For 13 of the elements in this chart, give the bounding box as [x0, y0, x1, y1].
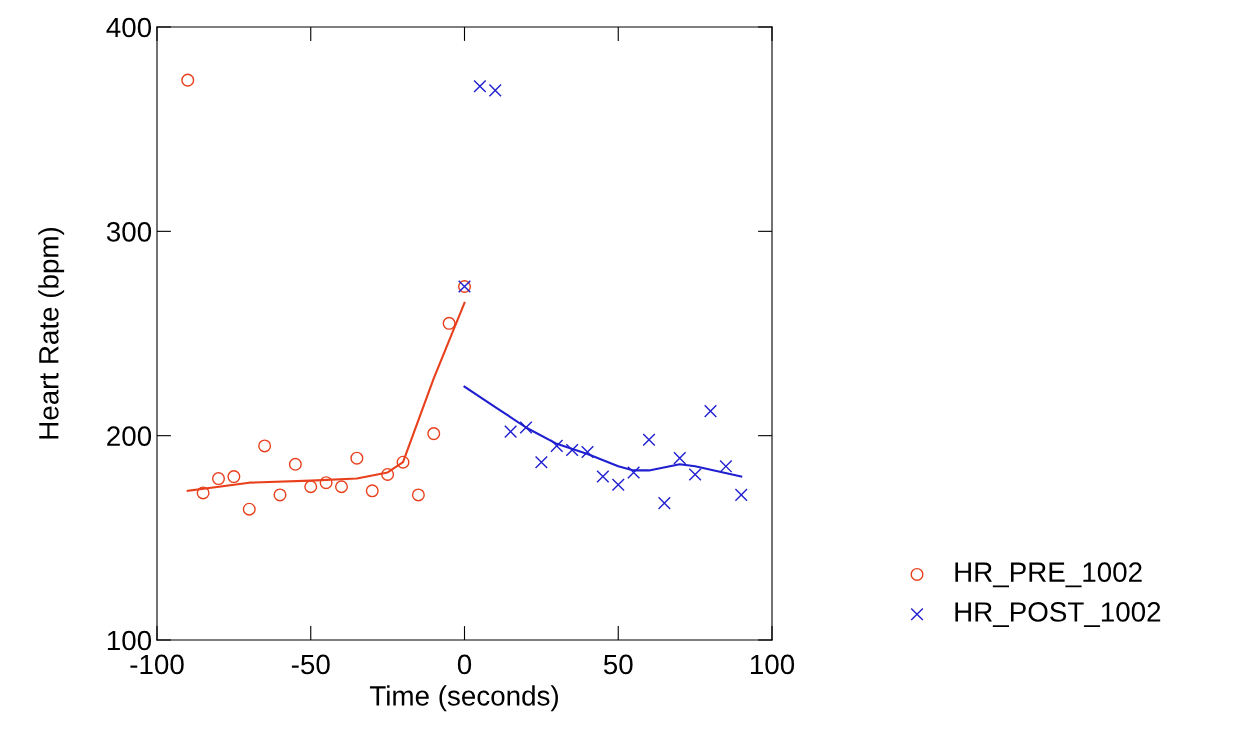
x-tick-label: -100 — [130, 654, 184, 675]
legend-label: HR_POST_1002 — [955, 602, 1161, 628]
x-axis-title: Time (seconds) — [369, 685, 558, 712]
y-tick-label: 300 — [106, 222, 152, 242]
x-tick-label: 0 — [457, 654, 472, 675]
legend-label: HR_PRE_1002 — [955, 562, 1142, 588]
y-axis-title: Heart Rate (bpm) — [38, 227, 65, 439]
x-tick-label: -50 — [291, 654, 330, 675]
x-tick-label: 100 — [750, 654, 795, 675]
y-tick-label: 200 — [107, 426, 152, 447]
y-tick-label: 400 — [106, 17, 152, 38]
x-tick-label: 50 — [603, 654, 633, 675]
y-tick-label: 100 — [107, 630, 152, 651]
